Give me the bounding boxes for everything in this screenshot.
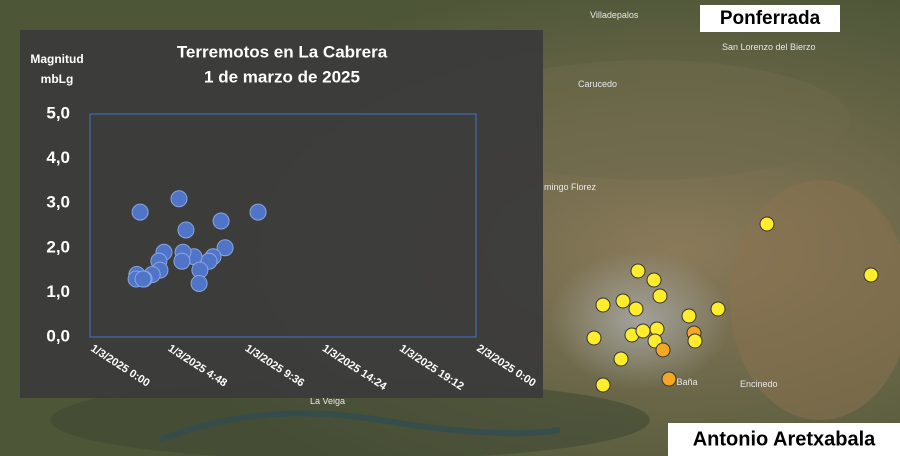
point <box>131 203 149 221</box>
point <box>173 252 191 270</box>
point <box>249 203 267 221</box>
place-label: mingo Florez <box>544 182 597 192</box>
y-tick-label: 0,0 <box>46 326 70 345</box>
y-tick-label: 1,0 <box>46 282 70 301</box>
plot-area <box>89 113 477 338</box>
chart-title: Terremotos en La Cabrera <box>177 42 388 61</box>
chart-subtitle: 1 de marzo de 2025 <box>204 67 360 86</box>
banner-box <box>700 5 840 32</box>
point <box>212 212 230 230</box>
banner-box <box>668 423 900 456</box>
banner: Ponferrada <box>720 8 821 29</box>
y-axis-unit: mbLg <box>41 72 74 86</box>
point <box>177 221 195 239</box>
point <box>216 239 234 257</box>
y-tick-label: 2,0 <box>46 237 70 256</box>
place-label: La Veiga <box>310 396 345 406</box>
y-tick-label: 5,0 <box>46 103 70 122</box>
place-label: Carucedo <box>578 79 617 89</box>
y-tick-label: 4,0 <box>46 148 70 167</box>
point <box>170 190 188 208</box>
point <box>190 274 208 292</box>
place-label: Villadepalos <box>590 10 639 20</box>
y-tick-label: 3,0 <box>46 193 70 212</box>
epicenters <box>586 216 879 393</box>
place-label: Encinedo <box>740 379 778 389</box>
chart: Terremotos en La Cabrera 1 de marzo de 2… <box>20 30 543 398</box>
banner: Antonio Aretxabala <box>693 428 876 450</box>
place-label: San Lorenzo del Bierzo <box>722 42 816 52</box>
point <box>134 270 152 288</box>
y-axis-label: Magnitud <box>30 52 83 66</box>
map-places: Villadepalos San Lorenzo del Bierzo Caru… <box>310 10 816 406</box>
place-label: La Baña <box>664 377 698 387</box>
